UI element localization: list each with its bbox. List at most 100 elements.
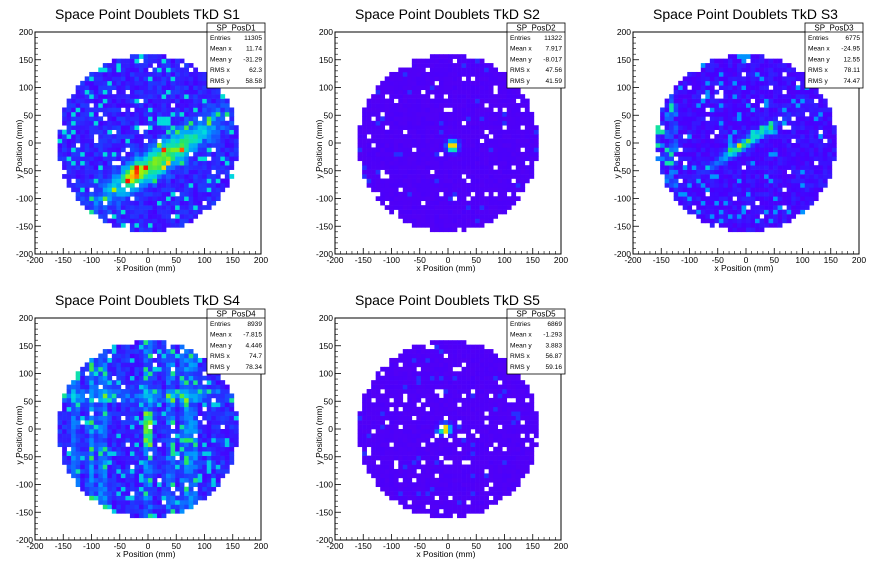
heatmap-bin: [791, 98, 797, 104]
heatmap-bin: [184, 182, 189, 188]
heatmap-bin: [157, 89, 162, 95]
heatmap-bin: [764, 120, 769, 126]
heatmap-bin: [420, 107, 426, 113]
heatmap-bin: [102, 174, 108, 179]
heatmap-bin: [84, 429, 90, 434]
heatmap-bin: [229, 111, 235, 117]
heatmap-bin: [759, 138, 765, 144]
heatmap-bin: [152, 384, 158, 390]
heatmap-bin: [116, 178, 122, 184]
y-tick-label: 200: [319, 27, 333, 37]
heatmap-bin: [93, 451, 99, 456]
heatmap-bin: [511, 116, 517, 122]
heatmap-bin: [398, 143, 404, 148]
heatmap-bin: [732, 89, 738, 95]
heatmap-bin: [193, 429, 199, 434]
heatmap-bin: [93, 182, 99, 188]
heatmap-bin: [125, 191, 131, 197]
heatmap-bin: [764, 76, 769, 82]
heatmap-bin: [384, 187, 390, 193]
heatmap-bin: [420, 67, 426, 73]
heatmap-bin: [166, 103, 171, 108]
heatmap-bin: [425, 214, 431, 219]
heatmap-bin: [170, 174, 176, 179]
heatmap-bin: [461, 147, 467, 153]
heatmap-bin: [107, 94, 113, 99]
heatmap-bin: [398, 178, 404, 184]
heatmap-bin: [125, 371, 131, 377]
heatmap-bin: [134, 406, 140, 412]
heatmap-bin: [125, 495, 131, 501]
heatmap-bin: [75, 107, 81, 113]
stats-value: 11305: [244, 35, 262, 42]
heatmap-bin: [75, 420, 81, 425]
heatmap-bin: [62, 165, 67, 170]
heatmap-bin: [682, 80, 688, 86]
heatmap-bin: [818, 94, 824, 99]
heatmap-bin: [687, 196, 693, 202]
heatmap-bin: [443, 182, 449, 188]
heatmap-bin: [175, 200, 180, 206]
heatmap-bin: [175, 424, 180, 430]
heatmap-bin: [125, 143, 131, 148]
heatmap-bin: [434, 138, 440, 144]
heatmap-bin: [746, 98, 751, 104]
heatmap-bin: [696, 147, 702, 153]
heatmap-bin: [696, 182, 702, 188]
heatmap-bin: [148, 107, 153, 113]
heatmap-bin: [98, 424, 104, 430]
heatmap-bin: [188, 411, 194, 416]
heatmap-bin: [687, 80, 693, 86]
heatmap-bin: [179, 353, 185, 359]
heatmap-bin: [93, 165, 99, 170]
heatmap-bin: [475, 67, 480, 73]
heatmap-bin: [380, 129, 386, 135]
heatmap-bin: [188, 442, 194, 448]
heatmap-bin: [479, 94, 485, 99]
heatmap-bin: [479, 209, 485, 215]
heatmap-bin: [179, 85, 185, 91]
heatmap-bin: [434, 107, 440, 113]
heatmap-bin: [402, 178, 408, 184]
heatmap-bin: [791, 205, 797, 210]
heatmap-bin: [691, 182, 697, 188]
heatmap-bin: [389, 116, 395, 122]
heatmap-bin: [107, 107, 113, 113]
heatmap-bin: [691, 134, 697, 139]
heatmap-bin: [723, 178, 729, 184]
heatmap-bin: [152, 227, 158, 233]
heatmap-bin: [134, 147, 140, 153]
heatmap-bin: [143, 116, 149, 122]
heatmap-bin: [84, 143, 90, 148]
heatmap-bin: [134, 116, 140, 122]
heatmap-bin: [718, 214, 724, 219]
heatmap-bin: [488, 138, 494, 144]
heatmap-bin: [393, 174, 399, 179]
heatmap-bin: [152, 389, 158, 394]
heatmap-bin: [813, 191, 819, 197]
heatmap-bin: [488, 111, 494, 117]
heatmap-bin: [448, 58, 453, 64]
heatmap-bin: [493, 182, 499, 188]
heatmap-bin: [98, 389, 104, 394]
heatmap-bin: [175, 103, 180, 108]
heatmap-bin: [175, 357, 180, 363]
heatmap-bin: [129, 76, 135, 82]
heatmap-bin: [457, 191, 462, 197]
heatmap-bin: [709, 187, 715, 193]
heatmap-bin: [389, 125, 395, 130]
heatmap-bin: [529, 156, 535, 162]
heatmap-bin: [746, 214, 751, 219]
heatmap-bin: [188, 71, 194, 77]
heatmap-bin: [705, 143, 711, 148]
heatmap-bin: [188, 468, 194, 474]
heatmap-bin: [393, 120, 399, 126]
heatmap-bin: [224, 138, 230, 144]
heatmap-bin: [818, 120, 824, 126]
heatmap-bin: [691, 98, 697, 104]
heatmap-bin: [371, 187, 376, 193]
heatmap-bin: [493, 129, 499, 135]
heatmap-bin: [461, 160, 467, 166]
heatmap-bin: [157, 495, 162, 501]
heatmap-bin: [682, 196, 688, 202]
